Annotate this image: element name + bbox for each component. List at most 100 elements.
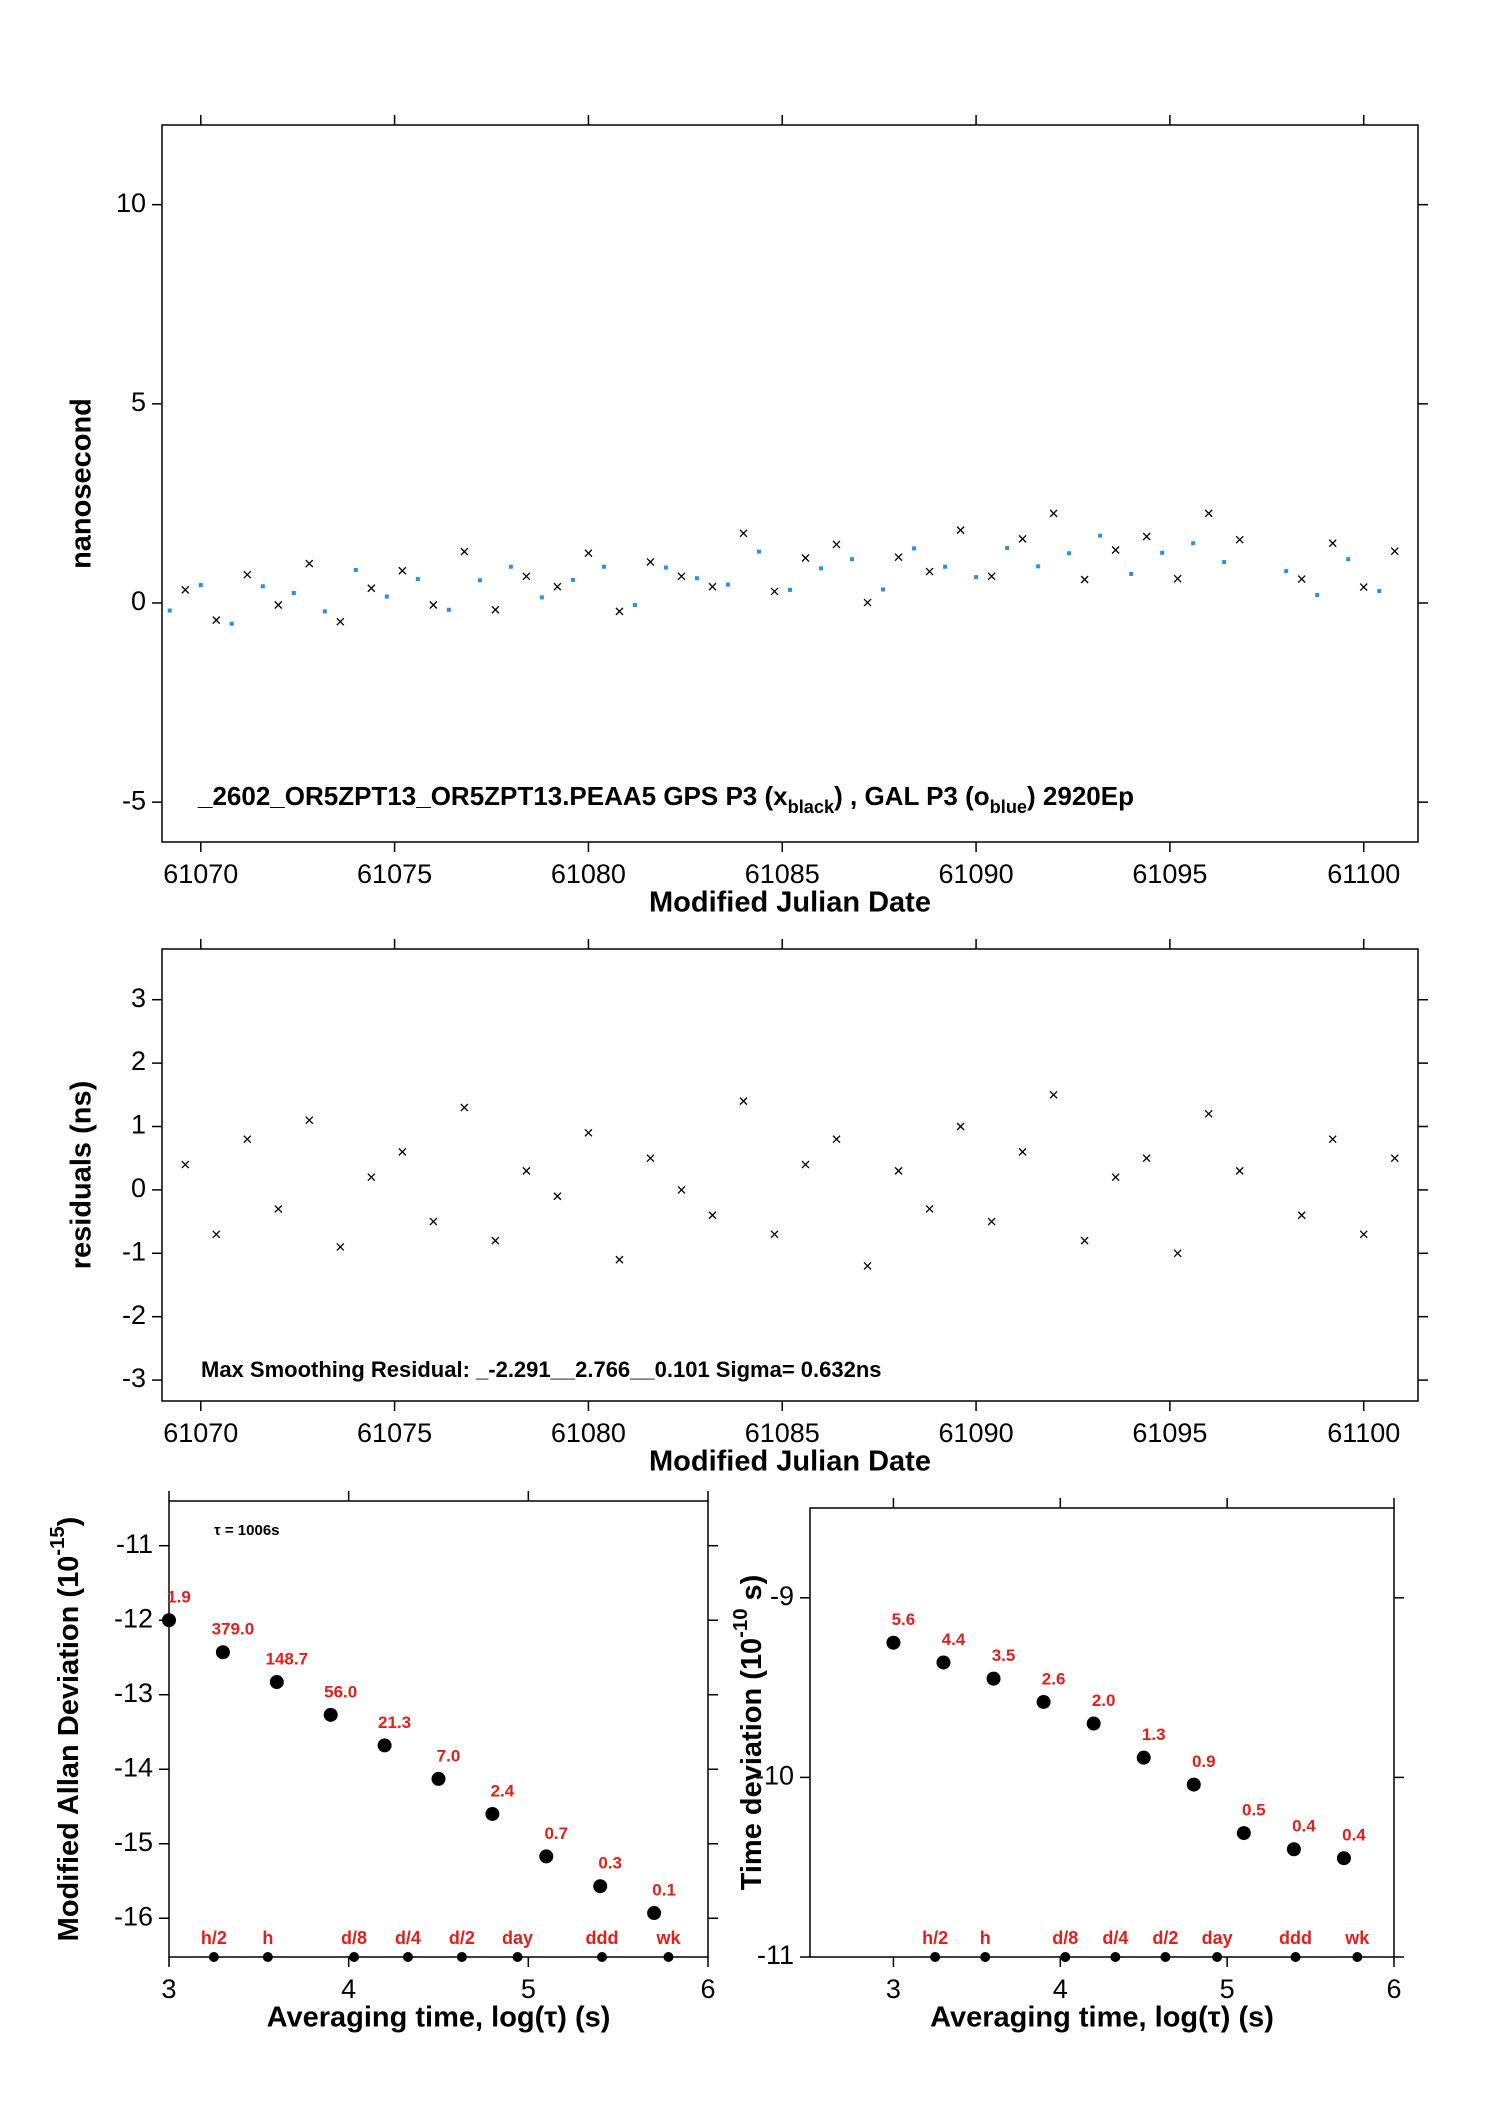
annotation: τ = 1006s	[214, 1522, 280, 1539]
period-marker	[349, 1952, 360, 1962]
point	[894, 553, 903, 562]
point	[431, 1771, 446, 1786]
point	[801, 1160, 810, 1169]
period-label: d/8	[341, 1928, 367, 1948]
period-marker	[262, 1952, 273, 1962]
point	[801, 554, 810, 562]
point	[570, 577, 575, 582]
point	[739, 1097, 748, 1106]
point-label: 2.0	[1092, 1691, 1116, 1710]
point	[1346, 557, 1351, 562]
x-tick-label: 3	[161, 1974, 176, 2004]
point-label: 0.4	[1342, 1826, 1366, 1845]
x-tick-label: 4	[1053, 1974, 1068, 2004]
point	[1018, 1147, 1027, 1156]
point-label: 2.6	[1042, 1669, 1066, 1688]
point	[584, 549, 593, 558]
point	[1284, 569, 1289, 574]
plot-frame	[168, 1500, 709, 1958]
point	[819, 566, 824, 571]
point	[485, 1806, 500, 1821]
point	[615, 1255, 624, 1264]
point	[336, 1242, 345, 1251]
y-axis-title-part: s)	[736, 1575, 768, 1609]
point	[584, 1128, 593, 1137]
point	[708, 582, 717, 591]
x-tick-label: 6	[1386, 1974, 1401, 2004]
annotation: Max Smoothing Residual: _-2.291__2.766__…	[201, 1357, 882, 1382]
x-tick-label: 5	[1220, 1974, 1235, 2004]
period-label: day	[502, 1928, 533, 1948]
point	[1142, 532, 1151, 541]
point	[269, 1675, 284, 1690]
period-marker	[1290, 1952, 1301, 1962]
point	[1297, 1211, 1306, 1220]
period-label: d/4	[1102, 1928, 1128, 1948]
point	[1111, 1173, 1120, 1182]
point	[1297, 575, 1306, 584]
point	[491, 605, 500, 614]
point-label: 21.3	[378, 1713, 411, 1732]
x-axis-title: Averaging time, log(τ) (s)	[267, 2002, 611, 2034]
point-label: 0.5	[1242, 1801, 1266, 1820]
point-label: 1.9	[167, 1588, 191, 1607]
y-tick-label: -5	[122, 785, 146, 815]
period-label: wk	[655, 1928, 681, 1948]
point	[243, 1135, 252, 1144]
point	[663, 565, 668, 570]
annotation-part: _2602_OR5ZPT13_OR5ZPT13.PEAA5 GPS P3 (x	[197, 781, 788, 811]
point	[1328, 539, 1337, 548]
y-tick-label: -11	[757, 1940, 794, 1970]
x-tick-label: 6	[700, 1974, 715, 2004]
point	[1315, 593, 1320, 598]
point	[215, 1645, 230, 1660]
y-tick-label: -11	[116, 1529, 153, 1559]
y-tick-label: -2	[122, 1300, 146, 1330]
point	[336, 617, 345, 626]
x-tick-label: 3	[886, 1974, 901, 2004]
point	[460, 547, 469, 556]
plot-frame	[161, 948, 1419, 1402]
point	[1036, 1694, 1051, 1709]
point	[1086, 1716, 1101, 1731]
point	[522, 1166, 531, 1175]
period-marker	[1110, 1952, 1121, 1962]
period-marker	[456, 1952, 467, 1962]
point	[367, 584, 376, 593]
point	[539, 1849, 554, 1864]
period-label: ddd	[585, 1928, 618, 1948]
point-label: 5.6	[892, 1610, 916, 1629]
point	[632, 602, 637, 607]
point	[1222, 559, 1227, 564]
point	[1390, 547, 1399, 556]
point	[646, 558, 655, 566]
point	[1129, 571, 1134, 576]
y-tick-label: 5	[131, 387, 146, 417]
point	[181, 585, 190, 594]
annotation-part: Max Smoothing Residual: _-2.291__2.766__…	[201, 1357, 882, 1382]
point	[522, 572, 531, 581]
point	[912, 546, 917, 551]
point	[553, 582, 562, 591]
x-tick-label: 61095	[1132, 859, 1207, 889]
x-tick-label: 4	[341, 1974, 356, 2004]
y-tick-label: 10	[116, 188, 146, 218]
point	[274, 1204, 283, 1213]
period-label: h	[980, 1928, 991, 1948]
point	[1067, 551, 1072, 556]
point-label: 0.1	[652, 1881, 676, 1900]
point	[894, 1166, 903, 1175]
point	[956, 1122, 965, 1131]
point-label: 0.7	[544, 1824, 568, 1843]
point	[863, 1262, 872, 1270]
point	[1098, 533, 1103, 538]
y-tick-label: 3	[131, 983, 146, 1013]
y-tick-label: -12	[114, 1603, 153, 1633]
y-tick-label: -15	[114, 1827, 153, 1857]
point	[601, 564, 606, 569]
y-axis-title-part: )	[53, 1517, 85, 1527]
point	[832, 1135, 841, 1144]
point	[1049, 509, 1058, 518]
period-marker	[1212, 1952, 1223, 1962]
point	[1235, 1166, 1244, 1175]
